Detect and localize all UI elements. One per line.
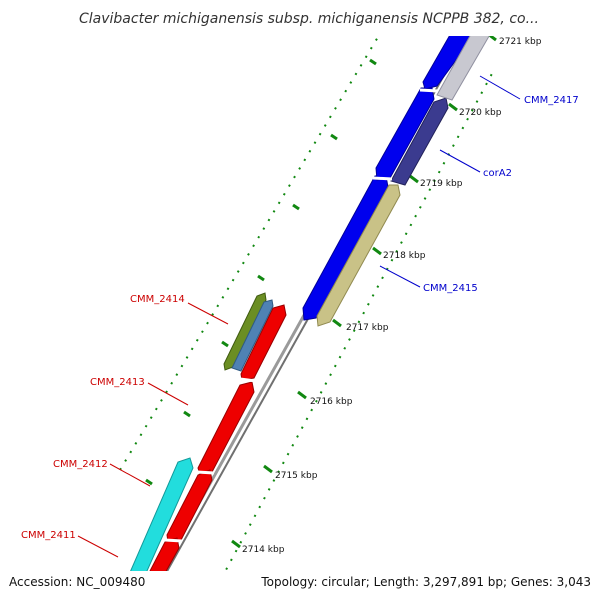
tick-label-2721: 2721 kbp (499, 37, 542, 47)
forward-strand-genes (302, 0, 510, 327)
gene-feature-corA2[interactable] (390, 97, 449, 186)
gene-label-CMM_2417[interactable]: CMM_2417 (524, 95, 579, 106)
map-drawing: 2714 kbp 2715 kbp 2716 kbp 2717 kbp 2718… (21, 0, 579, 600)
gene-label-CMM_2414[interactable]: CMM_2414 (130, 294, 185, 305)
map-title: Clavibacter michiganensis subsp. michiga… (79, 11, 539, 27)
gene-label-CMM_2415[interactable]: CMM_2415 (423, 283, 478, 294)
tick-label-2714: 2714 kbp (242, 545, 285, 555)
gene-separators (164, 88, 439, 543)
tick-label-2716: 2716 kbp (310, 397, 353, 407)
gene-feature-cyan[interactable] (118, 457, 194, 600)
label-leader-lines (77, 75, 521, 558)
tick-label-2719: 2719 kbp (420, 179, 463, 189)
gene-label-CMM_2412[interactable]: CMM_2412 (53, 459, 108, 470)
tick-label-2717: 2717 kbp (346, 323, 389, 333)
major-ticks (231, 36, 497, 549)
gene-label-CMM_2413[interactable]: CMM_2413 (90, 377, 145, 388)
gene-feature-blue-2[interactable] (375, 87, 435, 181)
tick-label-2718: 2718 kbp (383, 251, 426, 261)
tick-labels: 2714 kbp 2715 kbp 2716 kbp 2717 kbp 2718… (242, 37, 542, 555)
gene-feature-red-4[interactable] (135, 537, 180, 600)
tick-2718 (372, 246, 382, 256)
tick-2719 (409, 174, 419, 184)
gene-label-CMM_2411[interactable]: CMM_2411 (21, 530, 76, 541)
tick-label-2715: 2715 kbp (275, 471, 318, 481)
tick-track-outer (119, 36, 380, 471)
tick-2721 (488, 36, 497, 42)
gene-feature-steel[interactable] (231, 299, 274, 372)
gene-feature-red-2[interactable] (197, 381, 255, 475)
gene-labels: CMM_2417 corA2 CMM_2415 CMM_2414 CMM_241… (21, 95, 579, 541)
tick-2715 (263, 464, 273, 474)
gene-label-corA2[interactable]: corA2 (483, 168, 512, 179)
reverse-strand-genes (118, 292, 287, 600)
outer-track-dashes (145, 58, 377, 486)
gene-feature-CMM_2415[interactable] (316, 184, 401, 327)
tick-label-2720: 2720 kbp (459, 108, 502, 118)
accession-label: Accession: NC_009480 (9, 575, 145, 589)
tick-2720 (448, 102, 458, 112)
gene-feature-CMM_2417[interactable] (436, 0, 510, 101)
gene-feature-olive[interactable] (223, 292, 267, 371)
genome-summary: Topology: circular; Length: 3,297,891 bp… (260, 575, 591, 589)
tick-2717 (332, 318, 342, 328)
tick-2716 (297, 390, 307, 400)
tick-2714 (231, 539, 241, 549)
